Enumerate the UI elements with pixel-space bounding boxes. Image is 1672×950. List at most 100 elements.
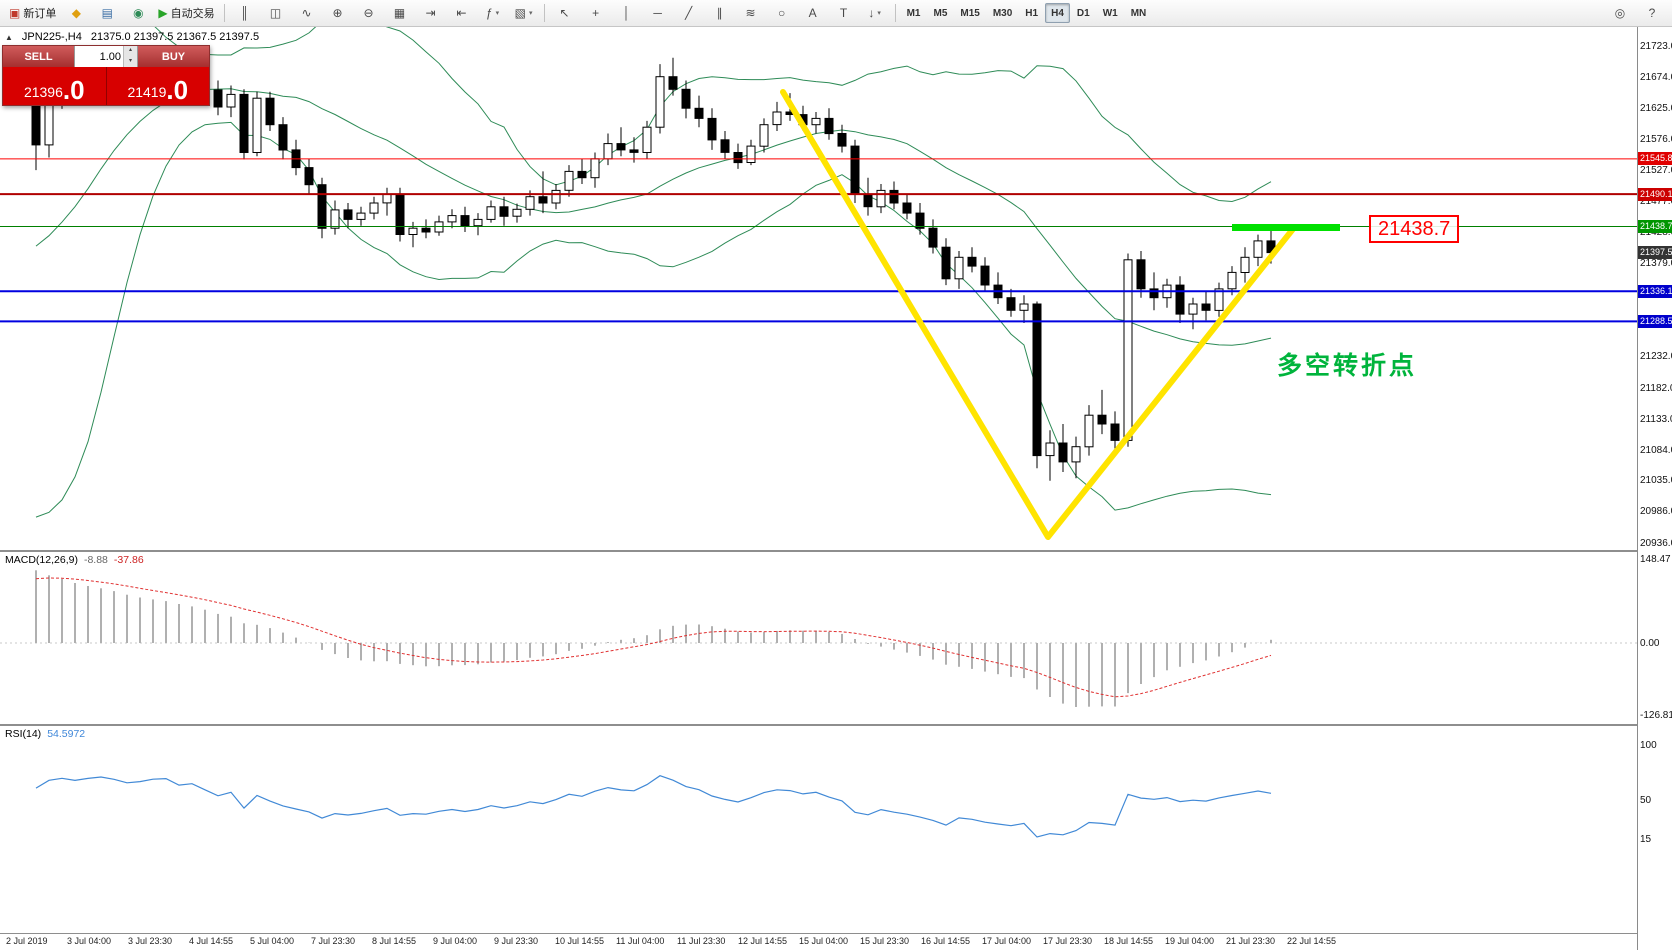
candle	[356, 212, 366, 220]
trend-line[interactable]	[780, 89, 1296, 540]
rsi-axis-label: 15	[1640, 833, 1652, 845]
metaeditor-button[interactable]: ◆	[61, 1, 91, 25]
toolbar-separator	[894, 4, 896, 22]
help-button[interactable]: ?	[1637, 1, 1667, 25]
candle	[642, 126, 652, 153]
arrows-button[interactable]: ↓ ▾	[860, 1, 890, 25]
timeframe-h4-button[interactable]: H4	[1045, 3, 1070, 23]
cursor-button[interactable]: ↖	[550, 1, 580, 25]
bollinger-upper-band	[154, 27, 1272, 203]
zoom-out-button[interactable]: ⊖	[354, 1, 384, 25]
crosshair-button[interactable]: +	[581, 1, 611, 25]
candle	[1019, 303, 1029, 311]
candle	[707, 117, 717, 141]
candle	[226, 93, 236, 108]
price-chart-canvas[interactable]	[0, 27, 1637, 550]
data-window-icon: ◉	[133, 6, 144, 20]
auto-scroll-button[interactable]: ⇥	[416, 1, 446, 25]
rsi-title: RSI(14)	[5, 728, 42, 740]
price-callout[interactable]: 21438.7	[1369, 215, 1460, 243]
timeframe-h1-button[interactable]: H1	[1025, 7, 1039, 19]
new-order-button[interactable]: ▣ 新订单	[5, 1, 60, 25]
time-axis[interactable]: 2 Jul 2019 3 Jul 04:00 3 Jul 23:30 4 Jul 14…	[0, 934, 1637, 950]
candle	[577, 170, 587, 179]
sell-price[interactable]: 21396.0	[3, 67, 107, 105]
buy-price[interactable]: 21419.0	[106, 67, 209, 105]
trend-annotation[interactable]: 多空转折点	[1277, 352, 1418, 380]
cursor-icon: ↖	[559, 6, 570, 20]
candle	[954, 256, 964, 280]
tile-windows-button[interactable]: ▦	[385, 1, 415, 25]
candle	[213, 89, 223, 108]
price-scale[interactable]: 21723.0 21674.0 21625.0 21576.0 21527.0 21477…	[1637, 27, 1672, 950]
volume-up-icon[interactable]: ▴	[128, 47, 132, 53]
sell-button[interactable]: SELL	[3, 46, 74, 67]
zoom-in-button[interactable]: ⊕	[323, 1, 353, 25]
volume-down-icon[interactable]: ▾	[128, 57, 132, 64]
timeframe-w1-button[interactable]: W1	[1102, 7, 1118, 19]
highlight-bar[interactable]	[1232, 223, 1340, 231]
search-button[interactable]: ◎	[1605, 1, 1635, 25]
crosshair-icon: +	[592, 6, 600, 20]
candle	[850, 145, 860, 195]
candle	[863, 193, 873, 208]
timeframe-m5-button[interactable]: M5	[933, 7, 948, 19]
profiles-button[interactable]: ▤	[92, 1, 122, 25]
candle	[1149, 288, 1159, 299]
candle	[512, 208, 522, 217]
candle	[941, 246, 951, 280]
rsi-panel-canvas[interactable]	[0, 726, 1637, 934]
candle	[252, 97, 262, 153]
candle	[603, 143, 613, 160]
time-axis-label: 15 Jul 04:00	[799, 936, 849, 946]
line-chart-button[interactable]: ∿	[292, 1, 322, 25]
macd-signal-line	[35, 577, 1272, 698]
data-window-button[interactable]: ◉	[123, 1, 153, 25]
time-axis-label: 18 Jul 14:55	[1104, 936, 1154, 946]
timeframe-m30-button[interactable]: M30	[992, 7, 1013, 19]
bar-chart-button[interactable]: ║	[230, 1, 260, 25]
toolbar-right-group: ◎?	[1605, 1, 1667, 25]
volume-control: ▴ ▾	[74, 46, 138, 67]
chart-shift-button[interactable]: ⇤	[447, 1, 477, 25]
timeframe-m15-button[interactable]: M15	[960, 7, 980, 19]
text-button[interactable]: A	[798, 1, 828, 25]
macd-indicator-label: MACD(12,26,9) -8.88 -37.86	[5, 554, 144, 566]
price-tag: 21545.8	[1638, 152, 1672, 166]
candle	[395, 193, 405, 236]
candle	[967, 256, 977, 267]
vertical-line-button[interactable]: │	[612, 1, 642, 25]
price-axis-label: 21232.0	[1640, 351, 1672, 363]
candle	[590, 158, 600, 179]
horizontal-line-button[interactable]: ─	[643, 1, 673, 25]
buy-button[interactable]: BUY	[138, 46, 209, 67]
oneclick-collapse-icon[interactable]: ▲	[5, 32, 13, 42]
fibonacci-button[interactable]: ≋	[736, 1, 766, 25]
candle	[1006, 297, 1016, 311]
candle	[1227, 271, 1237, 290]
timeframe-d1-button[interactable]: D1	[1076, 7, 1090, 19]
time-axis-label: 3 Jul 04:00	[67, 936, 112, 946]
trendline-button[interactable]: ╱	[674, 1, 704, 25]
shapes-button[interactable]: ○	[767, 1, 797, 25]
panel-separator[interactable]	[0, 550, 1672, 552]
horizontal-line-icon: ─	[653, 6, 662, 20]
text-label-button[interactable]: T	[829, 1, 859, 25]
fibonacci-icon: ≋	[745, 6, 756, 20]
timeframe-m1-button[interactable]: M1	[906, 7, 921, 19]
macd-panel-canvas[interactable]	[0, 552, 1637, 724]
rsi-indicator-label: RSI(14) 54.5972	[5, 728, 85, 740]
candle	[1175, 284, 1185, 315]
timeframe-mn-button[interactable]: MN	[1130, 7, 1147, 19]
indicators-button[interactable]: ƒ ▾	[478, 1, 508, 25]
equidistant-channel-button[interactable]: ∥	[705, 1, 735, 25]
candle	[1123, 259, 1133, 441]
templates-button[interactable]: ▧ ▾	[509, 1, 539, 25]
volume-input[interactable]	[75, 46, 123, 67]
autotrading-label: 自动交易	[170, 8, 215, 20]
bar-chart-icon: ║	[240, 6, 249, 20]
panel-separator[interactable]	[0, 724, 1672, 726]
candle	[499, 206, 509, 217]
autotrading-button[interactable]: ▶ 自动交易	[154, 1, 218, 25]
candlestick-chart-button[interactable]: ◫	[261, 1, 291, 25]
